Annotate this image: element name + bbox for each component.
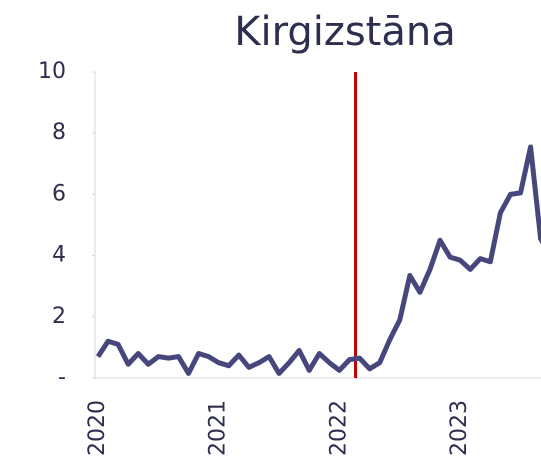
- y-tick-label: 2: [52, 304, 66, 329]
- x-tick-label: 2023: [447, 400, 472, 456]
- chart-title: Kirgizstāna: [234, 9, 455, 55]
- y-tick-label: 4: [52, 243, 66, 268]
- plot: [95, 72, 541, 378]
- x-tick-label: 2020: [85, 400, 110, 456]
- y-tick-label: 10: [38, 59, 66, 84]
- y-tick-label: 6: [52, 181, 66, 206]
- y-tick-label: -: [58, 365, 66, 390]
- x-tick-label: 2022: [326, 400, 351, 456]
- x-tick-label: 2021: [206, 400, 231, 456]
- y-tick-label: 8: [52, 120, 66, 145]
- line-series: [95, 144, 541, 376]
